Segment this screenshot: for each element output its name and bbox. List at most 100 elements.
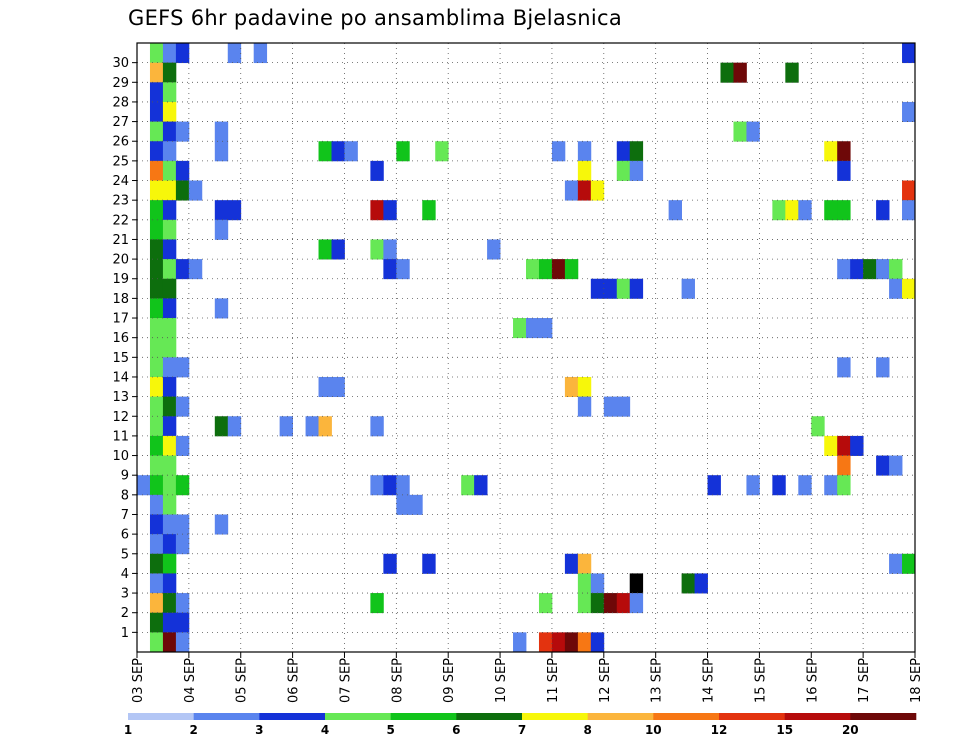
heatmap-cell: [175, 160, 190, 181]
heatmap-cell: [837, 475, 851, 496]
heatmap-cell: [162, 612, 177, 633]
colorbar-segment: [193, 713, 260, 720]
heatmap-cell: [227, 200, 242, 221]
heatmap-cell: [175, 612, 190, 633]
heatmap-cell: [162, 121, 177, 142]
heatmap-cell: [162, 318, 177, 339]
y-tick-label: 5: [121, 547, 129, 562]
heatmap-cell: [331, 141, 345, 162]
heatmap-cell: [902, 101, 916, 122]
colorbar-segment: [522, 713, 588, 720]
heatmap-cell: [370, 239, 384, 260]
heatmap-cell: [370, 160, 384, 181]
heatmap-cell: [616, 278, 631, 299]
heatmap-cell: [383, 553, 397, 574]
heatmap-cell: [162, 141, 177, 162]
heatmap-cell: [175, 593, 190, 614]
heatmap-cell: [149, 219, 164, 240]
colorbar-label: 20: [842, 723, 859, 737]
colorbar-segment: [587, 713, 654, 720]
y-tick-label: 2: [121, 606, 129, 621]
heatmap-cell: [772, 200, 786, 221]
heatmap-cell: [149, 318, 164, 339]
heatmap-cell: [785, 62, 799, 83]
heatmap-cell: [538, 632, 553, 653]
heatmap-cell: [707, 475, 721, 496]
heatmap-cell: [435, 141, 449, 162]
heatmap-cell: [733, 62, 747, 83]
heatmap-cell: [824, 475, 838, 496]
y-tick-label: 1: [121, 626, 129, 641]
heatmap-cell: [214, 141, 229, 162]
heatmap-cell: [461, 475, 475, 496]
heatmap-cell: [577, 396, 592, 417]
heatmap-cell: [162, 553, 177, 574]
colorbar-segment: [390, 713, 457, 720]
heatmap-cell: [175, 357, 190, 378]
heatmap-cell: [149, 101, 164, 122]
x-tick-label: 10 SEP: [494, 658, 509, 703]
y-tick-label: 6: [121, 528, 129, 543]
heatmap-cell: [733, 121, 747, 142]
heatmap-cell: [227, 43, 242, 64]
heatmap-cell: [824, 435, 838, 456]
y-tick-label: 26: [112, 135, 129, 150]
heatmap-cell: [370, 416, 384, 437]
y-tick-label: 19: [112, 272, 129, 287]
y-tick-label: 27: [112, 115, 129, 130]
heatmap-cell: [214, 514, 229, 535]
heatmap-cell: [396, 141, 410, 162]
heatmap-cell: [850, 435, 864, 456]
heatmap-cell: [850, 259, 864, 280]
heatmap-cell: [474, 475, 488, 496]
heatmap-cell: [577, 573, 592, 594]
heatmap-cell: [876, 357, 890, 378]
chart-title: GEFS 6hr padavine po ansamblima Bjelasni…: [128, 6, 623, 30]
grid-lines: [137, 43, 915, 652]
y-tick-label: 21: [112, 233, 129, 248]
heatmap-cell: [564, 180, 579, 201]
heatmap-cell: [616, 593, 631, 614]
colorbar-label: 8: [584, 723, 592, 737]
x-tick-label: 12 SEP: [598, 658, 613, 703]
heatmap-cell: [344, 141, 358, 162]
colorbar-label: 5: [387, 723, 395, 737]
heatmap-cell: [162, 180, 177, 201]
heatmap-cell: [331, 239, 345, 260]
heatmap-cell: [383, 239, 397, 260]
x-tick-label: 03 SEP: [131, 658, 146, 703]
heatmap-cell: [902, 180, 916, 201]
heatmap-cell: [720, 62, 734, 83]
heatmap-cell: [538, 259, 553, 280]
x-tick-label: 08 SEP: [390, 658, 405, 703]
heatmap-cell: [889, 455, 903, 476]
heatmap-cell: [577, 632, 592, 653]
heatmap-cell: [902, 553, 916, 574]
y-tick-label: 18: [112, 292, 129, 307]
heatmap-cell: [772, 475, 786, 496]
heatmap-cell: [383, 475, 397, 496]
y-tick-label: 7: [121, 508, 129, 523]
heatmap-cell: [629, 141, 644, 162]
heatmap-cell: [149, 376, 164, 398]
x-tick-label: 11 SEP: [546, 658, 561, 703]
heatmap-cell: [837, 141, 851, 162]
heatmap-cell: [149, 534, 164, 555]
y-tick-label: 13: [112, 390, 129, 405]
x-tick-label: 06 SEP: [287, 658, 302, 703]
heatmap-cells: [137, 43, 916, 653]
heatmap-cell: [811, 416, 825, 437]
colorbar-segment: [325, 713, 391, 720]
heatmap-cell: [876, 455, 890, 476]
heatmap-cell: [318, 416, 332, 437]
y-tick-label: 28: [112, 95, 129, 110]
heatmap-cell: [162, 455, 177, 476]
heatmap-cell: [577, 376, 592, 398]
heatmap-cell: [383, 200, 397, 221]
heatmap-cell: [162, 494, 177, 515]
heatmap-cell: [551, 141, 566, 162]
heatmap-cell: [175, 514, 190, 535]
y-tick-label: 17: [112, 312, 129, 327]
heatmap-cell: [590, 593, 605, 614]
heatmap-cell: [526, 318, 540, 339]
